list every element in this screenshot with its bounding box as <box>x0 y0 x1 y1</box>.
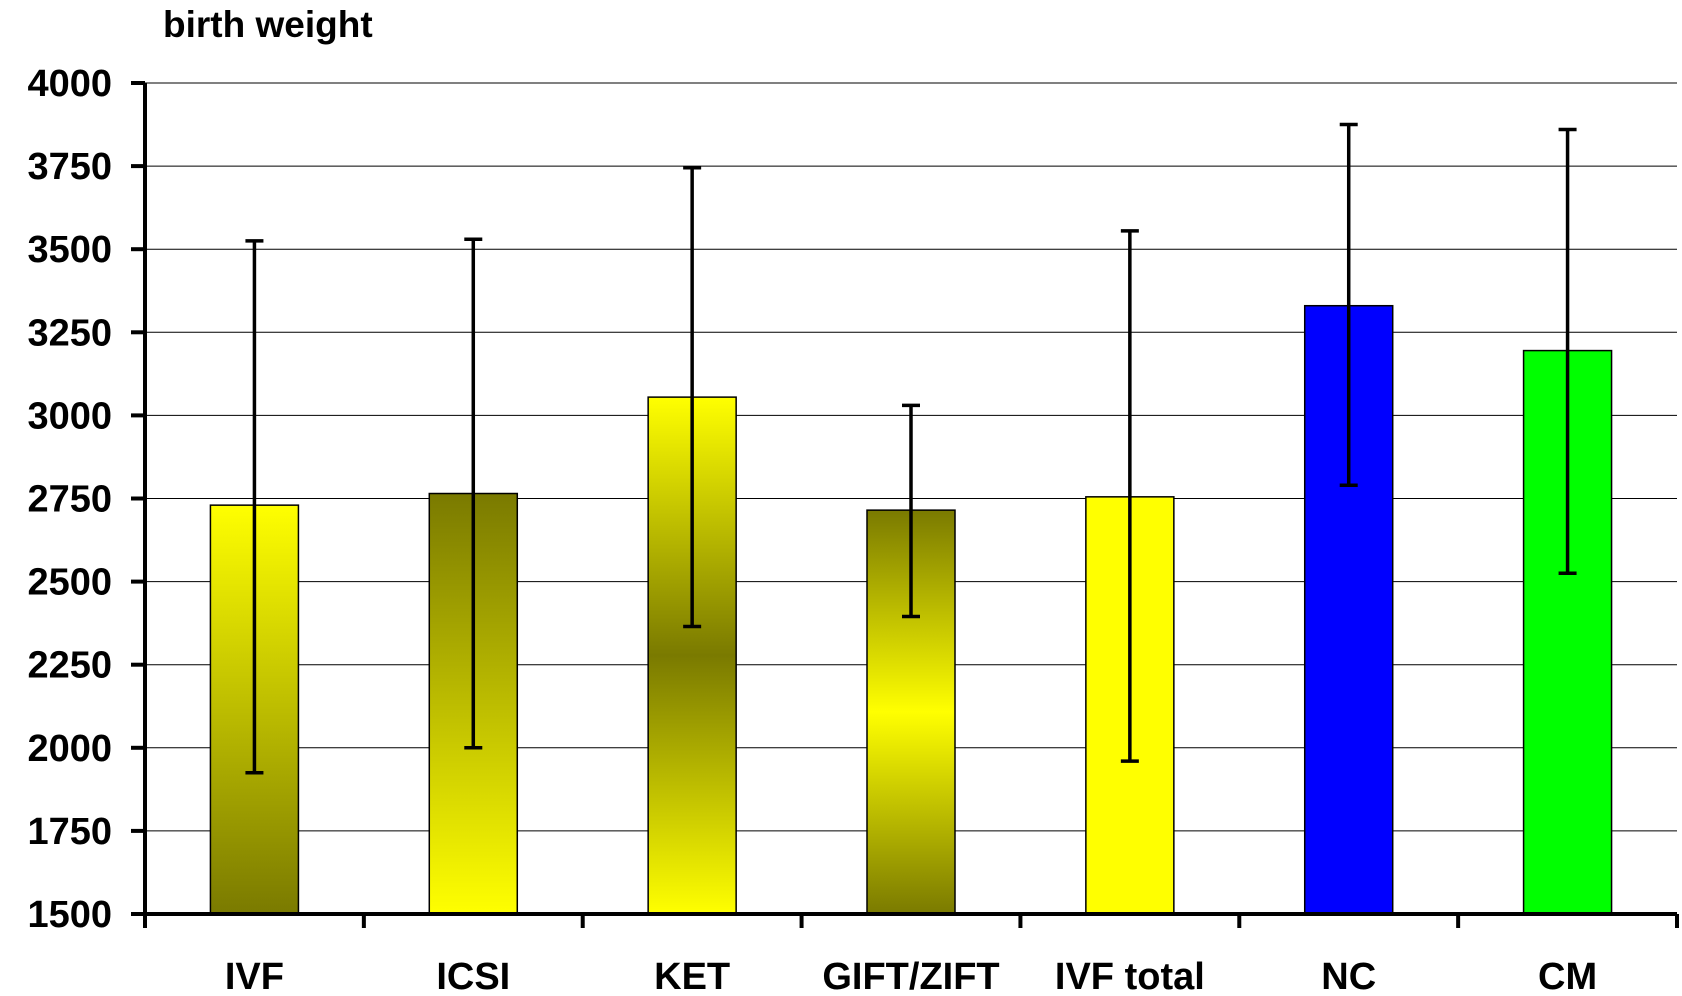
x-tick-label: KET <box>654 956 730 996</box>
x-tick-label: NC <box>1321 956 1376 996</box>
x-tick-label: CM <box>1538 956 1597 996</box>
error-bar-gift-zift <box>902 403 920 619</box>
x-tick-label: ICSI <box>436 956 510 996</box>
x-tick-label: IVF <box>225 956 284 996</box>
y-tick-label: 1750 <box>27 811 112 853</box>
x-tick-label: IVF total <box>1055 956 1205 996</box>
error-bar-icsi <box>464 237 483 750</box>
y-axis-label: birth weight <box>163 4 373 45</box>
y-tick-label: 3000 <box>27 395 112 437</box>
error-bar-ket <box>683 166 702 629</box>
error-bar-ivf-total <box>1120 229 1139 763</box>
x-tick-label: GIFT/ZIFT <box>822 956 999 996</box>
y-tick-label: 3250 <box>27 312 112 354</box>
y-tick-label: 2250 <box>27 645 112 687</box>
y-tick-label: 2000 <box>27 728 112 770</box>
error-bar-nc <box>1339 122 1358 487</box>
y-tick-label: 2750 <box>27 479 112 521</box>
error-bar-ivf <box>245 239 264 775</box>
y-tick-label: 4000 <box>27 63 112 105</box>
error-bars <box>245 122 1577 775</box>
x-tick-labels: IVF ICSI KET GIFT/ZIFT IVF total NC CM <box>225 956 1597 996</box>
axes <box>131 81 1679 928</box>
y-tick-label: 1500 <box>27 894 112 936</box>
y-tick-label: 3500 <box>27 229 112 271</box>
y-tick-label: 2500 <box>27 562 112 604</box>
y-tick-label: 3750 <box>27 146 112 188</box>
y-tick-labels: 1500 1750 2000 2250 2500 2750 3000 3250 3500 3750… <box>27 63 112 936</box>
error-bar-cm <box>1558 127 1577 576</box>
